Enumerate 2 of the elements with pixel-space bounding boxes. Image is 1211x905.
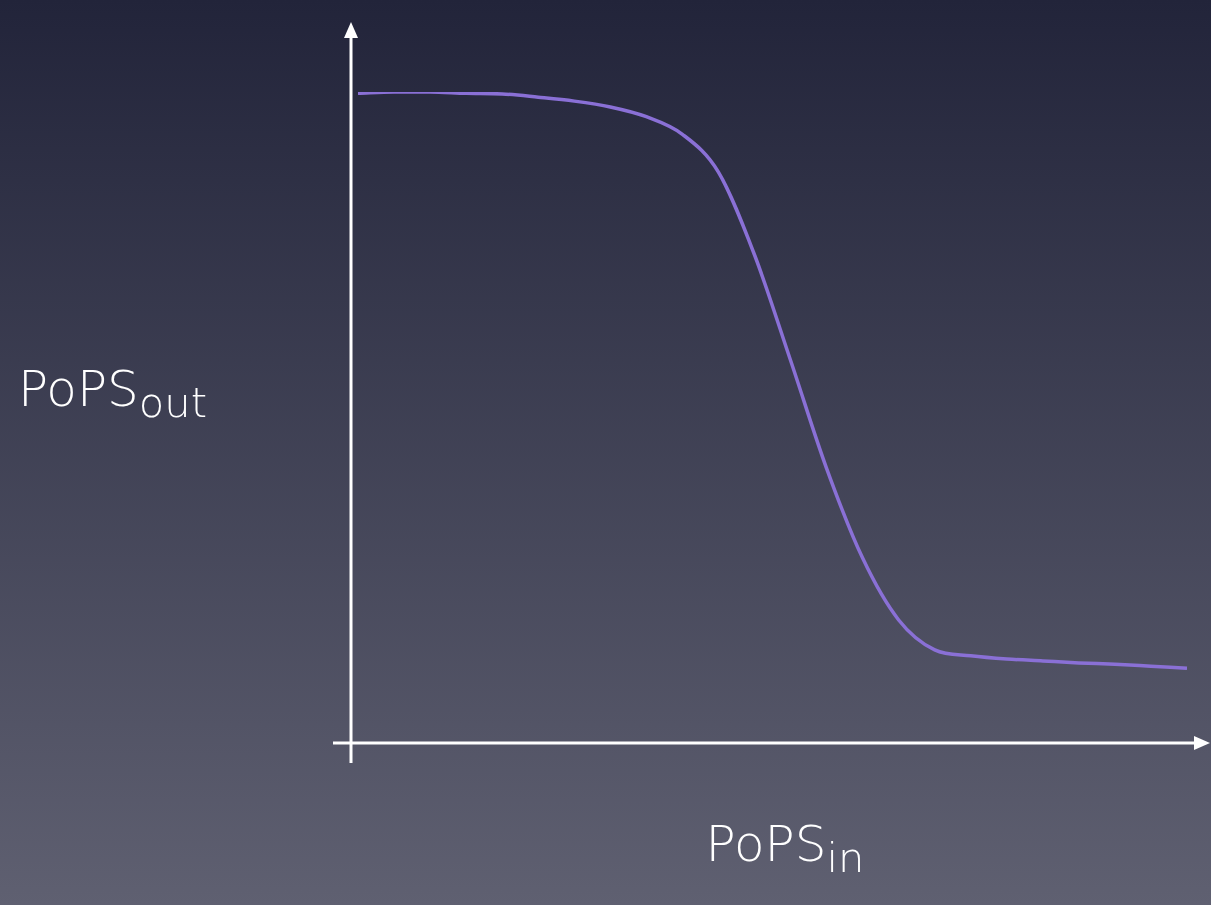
y-axis-title: PoPS$_{out}$ [18, 360, 208, 427]
x-axis-title: PoPS$_{in}$ [704, 815, 866, 882]
